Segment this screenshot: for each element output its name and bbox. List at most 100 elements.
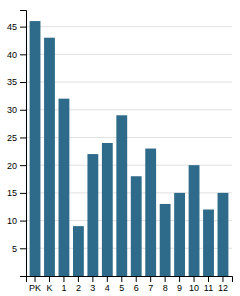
bar bbox=[116, 115, 127, 276]
bars bbox=[30, 21, 229, 276]
x-tick-label: 2 bbox=[76, 283, 81, 293]
x-tick: 1 bbox=[61, 276, 66, 293]
x-tick: 7 bbox=[148, 276, 153, 293]
y-tick-mark bbox=[20, 221, 26, 222]
y-tick-label: 20 bbox=[7, 161, 17, 171]
x-tick-label: 12 bbox=[218, 283, 228, 293]
x-tick: 8 bbox=[163, 276, 168, 293]
x-tick-label: 6 bbox=[134, 283, 139, 293]
y-tick-label: 25 bbox=[7, 133, 17, 143]
grid-line bbox=[26, 137, 232, 138]
y-tick-label: 35 bbox=[7, 77, 17, 87]
y-tick: 35 bbox=[7, 77, 26, 87]
bar bbox=[44, 38, 55, 276]
y-tick-mark bbox=[20, 165, 26, 166]
y-tick: 20 bbox=[7, 161, 26, 171]
grid-line bbox=[26, 54, 232, 55]
y-tick-mark bbox=[20, 27, 26, 28]
x-tick-mark bbox=[208, 276, 209, 282]
y-tick: 15 bbox=[7, 188, 26, 198]
y-tick: 30 bbox=[7, 105, 26, 115]
x-tick-mark bbox=[194, 276, 195, 282]
x-tick: 5 bbox=[119, 276, 124, 293]
x-axis: PKK123456789101112 bbox=[27, 276, 233, 293]
y-tick-label: 15 bbox=[7, 188, 17, 198]
x-axis-line bbox=[27, 277, 233, 283]
x-tick-label: 1 bbox=[61, 283, 66, 293]
x-tick-mark bbox=[63, 276, 64, 282]
x-tick-mark bbox=[179, 276, 180, 282]
x-tick-mark bbox=[49, 276, 50, 282]
grid-line bbox=[26, 26, 232, 27]
bar bbox=[218, 193, 229, 276]
x-tick: 6 bbox=[134, 276, 139, 293]
x-tick-label: 10 bbox=[189, 283, 199, 293]
x-tick: 4 bbox=[105, 276, 110, 293]
bar bbox=[30, 21, 41, 276]
x-tick-label: 9 bbox=[177, 283, 182, 293]
grid bbox=[26, 27, 232, 249]
y-tick: 45 bbox=[7, 22, 26, 32]
x-tick-label: 8 bbox=[163, 283, 168, 293]
bar bbox=[174, 193, 185, 276]
grid-line bbox=[26, 109, 232, 110]
x-tick-mark bbox=[222, 276, 223, 282]
grid-line bbox=[26, 165, 232, 166]
y-axis-line bbox=[20, 11, 27, 277]
y-tick-label: 5 bbox=[12, 244, 17, 254]
y-tick-label: 30 bbox=[7, 105, 17, 115]
x-tick-label: PK bbox=[29, 283, 41, 293]
y-tick-mark bbox=[20, 54, 26, 55]
x-tick-label: 11 bbox=[204, 283, 213, 293]
x-tick-mark bbox=[150, 276, 151, 282]
x-tick: 11 bbox=[204, 276, 213, 293]
x-tick-label: 4 bbox=[105, 283, 110, 293]
y-tick-label: 45 bbox=[7, 22, 17, 32]
bar bbox=[73, 226, 84, 276]
x-tick: 12 bbox=[218, 276, 228, 293]
bar bbox=[203, 210, 214, 277]
y-tick: 40 bbox=[7, 50, 26, 60]
y-tick-mark bbox=[20, 82, 26, 83]
bar bbox=[102, 143, 113, 276]
x-tick-mark bbox=[92, 276, 93, 282]
x-tick: PK bbox=[29, 276, 41, 293]
x-tick: 10 bbox=[189, 276, 199, 293]
bar bbox=[59, 99, 70, 276]
bar bbox=[160, 204, 171, 276]
grid-line bbox=[26, 248, 232, 249]
grid-line bbox=[26, 220, 232, 221]
x-tick-label: 7 bbox=[148, 283, 153, 293]
y-tick-mark bbox=[20, 193, 26, 194]
x-tick-mark bbox=[35, 276, 36, 282]
x-tick: 9 bbox=[177, 276, 182, 293]
x-tick-label: K bbox=[46, 283, 52, 293]
x-tick-mark bbox=[78, 276, 79, 282]
chart: 51015202530354045PKK123456789101112 bbox=[0, 0, 240, 296]
y-tick-label: 40 bbox=[7, 50, 17, 60]
plot: 51015202530354045PKK123456789101112 bbox=[7, 11, 233, 294]
x-tick-mark bbox=[165, 276, 166, 282]
bar bbox=[189, 165, 200, 276]
y-tick-label: 10 bbox=[7, 216, 17, 226]
x-tick-label: 5 bbox=[119, 283, 124, 293]
y-axis: 5 10 15 20 25 30 35 40 45 bbox=[7, 11, 27, 277]
x-tick-mark bbox=[121, 276, 122, 282]
x-tick-mark bbox=[136, 276, 137, 282]
y-tick: 25 bbox=[7, 133, 26, 143]
y-tick-mark bbox=[20, 110, 26, 111]
y-tick: 10 bbox=[7, 216, 26, 226]
y-tick-mark bbox=[20, 248, 26, 249]
y-tick: 5 bbox=[12, 244, 26, 254]
grid-line bbox=[26, 82, 232, 83]
x-tick: 3 bbox=[90, 276, 95, 293]
bar bbox=[87, 154, 98, 276]
grid-line bbox=[26, 192, 232, 193]
x-tick-mark bbox=[107, 276, 108, 282]
bar bbox=[131, 176, 142, 276]
x-tick: 2 bbox=[76, 276, 81, 293]
x-tick: K bbox=[46, 276, 52, 293]
bar bbox=[145, 149, 156, 276]
x-tick-label: 3 bbox=[90, 283, 95, 293]
y-tick-mark bbox=[20, 137, 26, 138]
